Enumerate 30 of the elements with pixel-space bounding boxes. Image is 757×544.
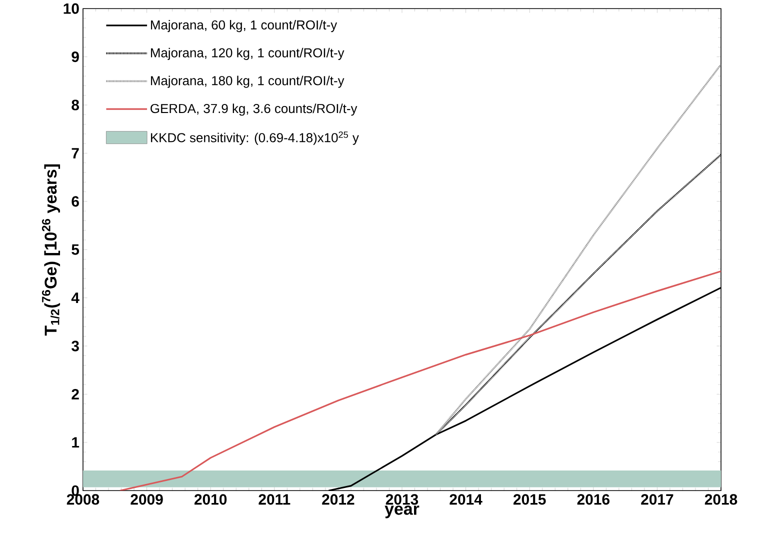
y-axis-title: T$_{1/2}$($^{76}$Ge) [10$^{26}$ years] xyxy=(42,164,60,336)
y-tick-label: 5 xyxy=(72,244,80,256)
y-tick-label: 1 xyxy=(72,437,80,448)
y-tick-label: 4 xyxy=(71,292,80,304)
y-tick-label: 8 xyxy=(72,100,80,110)
line-series xyxy=(119,270,722,491)
x-tick-label: 2018 xyxy=(704,494,738,505)
x-tick-label: 2008 xyxy=(66,494,100,505)
x-tick-label: 2011 xyxy=(258,494,290,505)
legend-label: KKDC sensitivity: (0.69-4.18)x10$^{25}$ y xyxy=(150,132,359,146)
y-tick-label: 0 xyxy=(72,486,79,496)
y-tick-label: 6 xyxy=(72,196,79,207)
y-tick-label: 9 xyxy=(72,52,79,62)
y-tick-label: 10 xyxy=(64,4,79,14)
x-tick-label: 2017 xyxy=(641,494,674,505)
x-tick-label: 2014 xyxy=(450,494,482,505)
x-tick-label: 2013 xyxy=(386,494,418,505)
x-tick-label: 2015 xyxy=(514,494,546,505)
legend-label: GERDA, 37.9 kg, 3.6 counts/ROI/t-y xyxy=(150,104,358,116)
x-tick-label: 2010 xyxy=(194,494,227,505)
x-tick-label: 2016 xyxy=(577,494,610,505)
legend-label: Majorana, 120 kg, 1 count/ROI/t-y xyxy=(150,48,344,60)
legend-label: Majorana, 60 kg, 1 count/ROI/t-y xyxy=(150,20,338,32)
x-tick-label: 2012 xyxy=(322,494,354,505)
y-tick-label: 3 xyxy=(72,340,79,352)
y-tick-label: 7 xyxy=(72,148,79,159)
y-tick-label: 2 xyxy=(72,389,79,400)
x-tick-label: 2009 xyxy=(130,494,163,505)
legend-label: Majorana, 180 kg, 1 count/ROI/t-y xyxy=(150,76,344,88)
x-axis-title: year xyxy=(384,506,420,518)
